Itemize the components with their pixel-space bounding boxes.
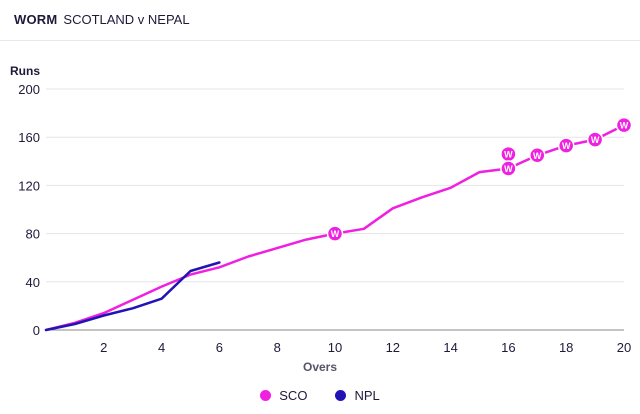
match-title: SCOTLAND v NEPAL [63, 12, 190, 27]
wicket-label: W [620, 121, 629, 131]
x-tick-label: 6 [216, 340, 223, 355]
y-tick-label: 120 [18, 178, 40, 193]
wicket-marker[interactable]: W [500, 145, 517, 163]
x-tick-labels: 2 4 6 8 10 12 14 16 18 20 [100, 340, 631, 355]
wicket-label: W [504, 164, 513, 174]
x-tick-label: 2 [100, 340, 107, 355]
wicket-marker[interactable]: W [557, 137, 575, 154]
chart-legend: SCO NPL [0, 388, 640, 403]
wicket-label: W [591, 135, 600, 145]
chart-header: WORM SCOTLAND v NEPAL [14, 12, 190, 27]
wicket-marker[interactable]: W [326, 225, 344, 242]
wicket-label: W [533, 151, 542, 161]
legend-label: NPL [354, 388, 380, 403]
wicket-marker[interactable]: W [615, 116, 633, 134]
x-tick-label: 14 [443, 340, 457, 355]
wicket-label: W [562, 141, 571, 151]
x-axis-label: Overs [303, 360, 337, 374]
x-tick-label: 20 [617, 340, 631, 355]
y-tick-label: 200 [18, 82, 40, 97]
grid-lines [46, 88, 624, 331]
x-tick-label: 10 [328, 340, 342, 355]
y-tick-label: 160 [18, 130, 40, 145]
y-tick-labels: 0 40 80 120 160 200 [18, 82, 40, 338]
wicket-label: W [331, 229, 340, 239]
y-axis-label: Runs [10, 64, 40, 78]
x-tick-label: 8 [274, 340, 281, 355]
series-line-npl [44, 261, 221, 332]
legend-item-npl[interactable]: NPL [335, 388, 380, 403]
chart-tag: WORM [14, 12, 58, 27]
legend-swatch [335, 390, 347, 401]
y-tick-label: 40 [26, 275, 40, 290]
wicket-marker[interactable]: W [500, 160, 517, 177]
x-tick-label: 18 [559, 340, 573, 355]
wicket-marker[interactable]: W [586, 131, 604, 148]
wicket-marker[interactable]: W [529, 147, 546, 164]
header-divider [0, 40, 640, 41]
x-tick-label: 12 [386, 340, 400, 355]
legend-label: SCO [279, 388, 308, 403]
legend-item-sco[interactable]: SCO [260, 388, 307, 403]
legend-swatch [260, 390, 272, 401]
y-tick-label: 0 [33, 323, 40, 338]
x-tick-label: 16 [501, 340, 515, 355]
y-tick-label: 80 [26, 227, 40, 242]
wicket-label: W [504, 150, 513, 160]
x-tick-label: 4 [158, 340, 165, 355]
